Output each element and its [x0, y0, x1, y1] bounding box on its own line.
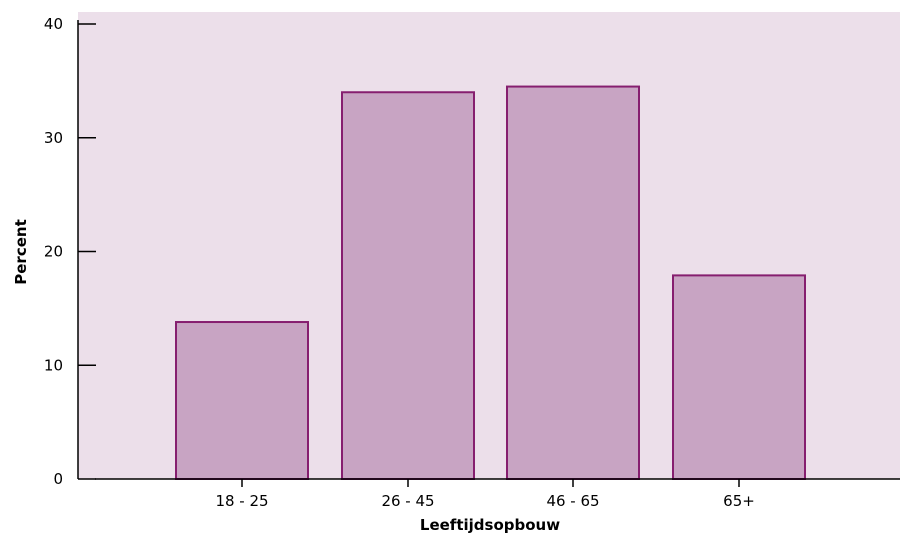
x-axis-title: Leeftijdsopbouw — [420, 516, 560, 534]
bar-1 — [175, 321, 309, 480]
y-tick-label: 40 — [44, 15, 63, 33]
bar-2 — [341, 91, 475, 480]
y-axis-ticks: 0 10 20 30 40 — [44, 15, 96, 488]
y-tick-label: 0 — [53, 470, 63, 488]
y-tick-label: 30 — [44, 129, 63, 147]
y-axis-title: Percent — [12, 219, 30, 284]
x-tick-label: 46 - 65 — [546, 492, 599, 510]
x-tick-label: 26 - 45 — [381, 492, 434, 510]
x-tick-label: 65+ — [723, 492, 755, 510]
axes-group — [77, 20, 900, 480]
x-tick-label: 18 - 25 — [215, 492, 268, 510]
bar-4 — [672, 274, 806, 481]
y-tick-label: 10 — [44, 356, 63, 374]
bar-3 — [506, 85, 640, 480]
x-axis-ticks: 18 - 25 26 - 45 46 - 65 65+ — [215, 479, 755, 510]
bars-group — [175, 85, 806, 481]
y-tick-label: 20 — [44, 243, 63, 261]
